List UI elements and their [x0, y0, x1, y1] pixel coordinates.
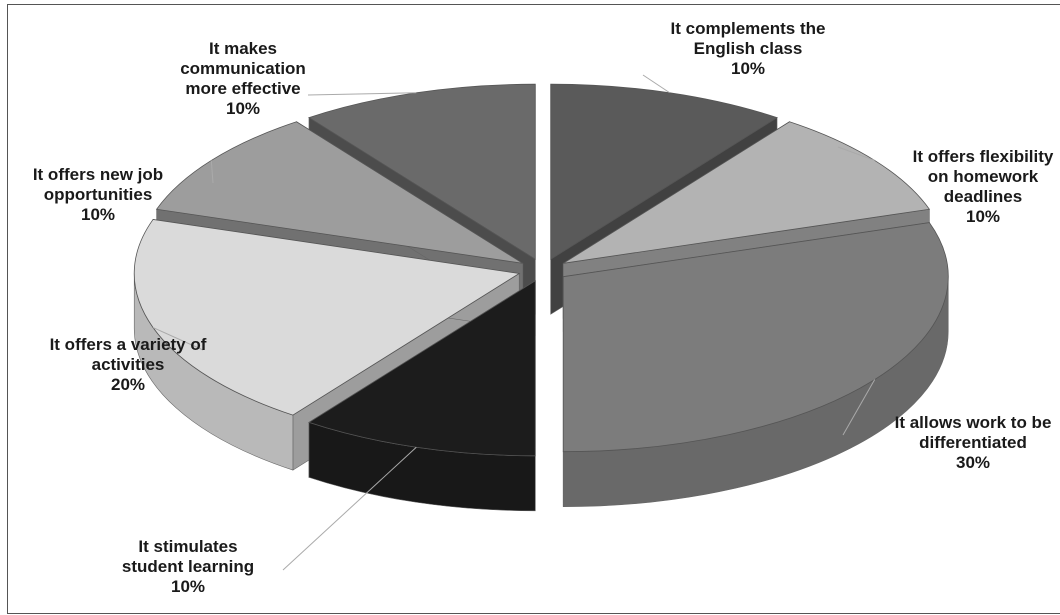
pie-slice: [308, 280, 536, 512]
leader-line: [642, 74, 670, 94]
leader-line: [282, 446, 417, 571]
slice-label-complements: It complements the English class 10%: [670, 19, 826, 78]
leader-line: [307, 92, 417, 96]
leader-line: [152, 327, 204, 351]
slice-label-flexibility: It offers flexibility on homework deadli…: [912, 147, 1054, 226]
leader-line: [837, 146, 875, 161]
slice-label-stimulates: It stimulates student learning 10%: [121, 537, 255, 596]
pie-slice: [562, 222, 949, 507]
leader-line: [210, 160, 214, 184]
slice-label-job-opportunities: It offers new job opportunities 10%: [32, 165, 164, 224]
leader-line: [842, 379, 876, 436]
slice-label-variety: It offers a variety of activities 20%: [49, 335, 207, 394]
chart-frame: It complements the English class 10% It …: [7, 4, 1060, 614]
slice-label-communication: It makes communication more effective 10…: [180, 39, 306, 118]
slice-label-differentiated: It allows work to be differentiated 30%: [894, 413, 1052, 472]
pie-chart: [133, 74, 949, 571]
